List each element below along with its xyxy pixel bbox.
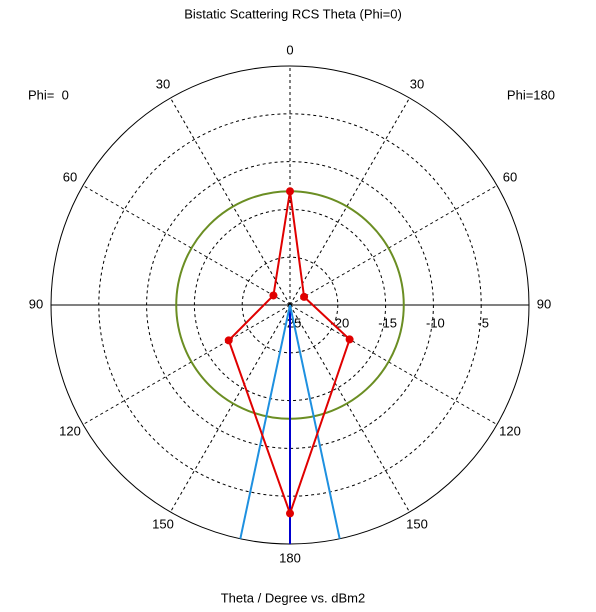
theta-tick-label: 150 [406, 516, 428, 531]
grid-spoke [289, 304, 410, 513]
chart-title: Bistatic Scattering RCS Theta (Phi=0) [184, 6, 402, 21]
grid-spoke [289, 185, 498, 306]
r-tick-label: -15 [378, 315, 397, 330]
data-point [224, 336, 233, 345]
grid-spoke [289, 97, 410, 306]
grid-spoke [170, 304, 291, 513]
data-point [300, 292, 309, 301]
x-axis-label: Theta / Degree vs. dBm2 [221, 590, 366, 605]
theta-tick-label: 120 [59, 423, 81, 438]
direction-line [289, 304, 341, 539]
grid-spoke [82, 185, 291, 306]
theta-tick-label: 120 [499, 423, 521, 438]
theta-tick-label: 180 [279, 550, 301, 565]
grid-spoke [170, 97, 291, 306]
theta-tick-label: 30 [156, 76, 170, 91]
theta-tick-label: 0 [286, 42, 293, 57]
grid-circle [193, 208, 387, 402]
theta-tick-label: 60 [503, 169, 517, 184]
theta-tick-label: 30 [410, 76, 424, 91]
r-tick-label: -5 [477, 315, 489, 330]
theta-tick-label: 60 [63, 169, 77, 184]
data-point [286, 509, 294, 518]
grid-spoke [289, 304, 498, 425]
grid-circle [146, 161, 434, 449]
data-point [269, 291, 278, 300]
direction-line [239, 304, 291, 539]
theta-tick-label: 150 [152, 516, 174, 531]
phi-left-label: Phi= 0 [28, 87, 69, 102]
phi-right-label: Phi=180 [507, 87, 555, 102]
theta-tick-label: 90 [537, 296, 551, 311]
grid-spoke [82, 304, 291, 425]
r-tick-label: -10 [426, 315, 445, 330]
data-point [286, 187, 294, 196]
theta-tick-label: 90 [29, 296, 43, 311]
data-point [345, 335, 354, 344]
